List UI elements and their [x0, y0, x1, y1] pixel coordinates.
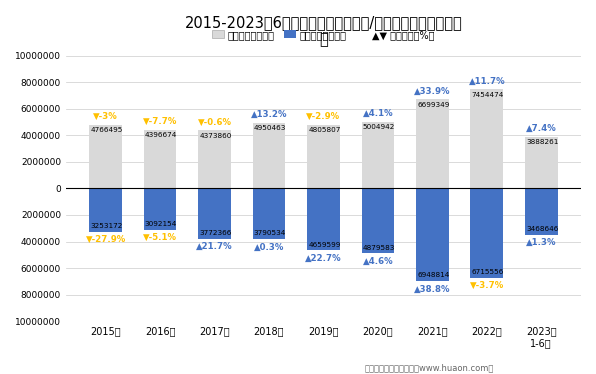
Bar [253, 123, 285, 188]
Text: ▼-7.7%: ▼-7.7% [143, 117, 177, 126]
Text: 4879583: 4879583 [362, 245, 395, 251]
Bar [89, 125, 122, 188]
Text: 制图：华经产业研究院（www.huaon.com）: 制图：华经产业研究院（www.huaon.com） [364, 363, 494, 372]
Text: 6948814: 6948814 [417, 272, 449, 278]
Text: ▼-5.1%: ▼-5.1% [143, 233, 177, 242]
Text: ▼-3%: ▼-3% [93, 112, 118, 121]
Bar [89, 188, 122, 232]
Bar [362, 188, 394, 253]
Text: ▲21.7%: ▲21.7% [196, 242, 233, 251]
Text: 4766495: 4766495 [91, 128, 123, 134]
Text: ▲38.8%: ▲38.8% [414, 285, 451, 294]
Text: ▼-2.9%: ▼-2.9% [306, 112, 340, 121]
Text: ▲1.3%: ▲1.3% [526, 238, 557, 247]
Text: ▼-0.6%: ▼-0.6% [197, 117, 231, 126]
Text: 3772366: 3772366 [199, 230, 232, 236]
Bar [525, 188, 558, 234]
Text: ▲22.7%: ▲22.7% [305, 254, 342, 263]
Text: 3468646: 3468646 [526, 226, 558, 232]
Text: 4396674: 4396674 [145, 132, 177, 138]
Title: 2015-2023年6月河北省（境内目的地/货源地）进、出口额统
计: 2015-2023年6月河北省（境内目的地/货源地）进、出口额统 计 [185, 15, 462, 47]
Text: ▲4.6%: ▲4.6% [362, 257, 393, 266]
Text: 3888261: 3888261 [526, 139, 558, 145]
Text: 7454474: 7454474 [471, 92, 504, 98]
Text: 4950463: 4950463 [254, 125, 286, 131]
Text: ▲13.2%: ▲13.2% [251, 110, 287, 119]
Text: 5004942: 5004942 [362, 124, 395, 130]
Text: 4659599: 4659599 [308, 242, 340, 248]
Bar [144, 188, 176, 230]
Bar [198, 188, 231, 239]
Bar [362, 122, 394, 188]
Text: ▲0.3%: ▲0.3% [254, 242, 284, 251]
Text: ▲4.1%: ▲4.1% [362, 109, 393, 118]
Text: ▲11.7%: ▲11.7% [468, 77, 505, 86]
Bar [416, 188, 449, 281]
Bar [470, 89, 503, 188]
Text: 4805807: 4805807 [308, 127, 340, 133]
Bar [253, 188, 285, 239]
Text: 6715556: 6715556 [471, 269, 504, 275]
Bar [416, 99, 449, 188]
Legend: 出口额（万美元）, 进口额（万美元）, ▲▼ 同比增长（%）: 出口额（万美元）, 进口额（万美元）, ▲▼ 同比增长（%） [208, 26, 439, 44]
Text: ▲33.9%: ▲33.9% [414, 87, 451, 96]
Text: ▲7.4%: ▲7.4% [526, 124, 557, 133]
Bar [307, 188, 340, 250]
Text: 6699349: 6699349 [417, 102, 449, 108]
Bar [144, 130, 176, 188]
Text: 3253172: 3253172 [91, 223, 123, 229]
Bar [307, 125, 340, 188]
Text: 3790534: 3790534 [254, 230, 286, 236]
Text: ▼-3.7%: ▼-3.7% [470, 281, 504, 290]
Bar [198, 130, 231, 188]
Text: 4373860: 4373860 [199, 133, 232, 139]
Bar [470, 188, 503, 278]
Text: ▼-27.9%: ▼-27.9% [85, 235, 126, 244]
Bar [525, 137, 558, 188]
Text: 3092154: 3092154 [145, 221, 177, 227]
